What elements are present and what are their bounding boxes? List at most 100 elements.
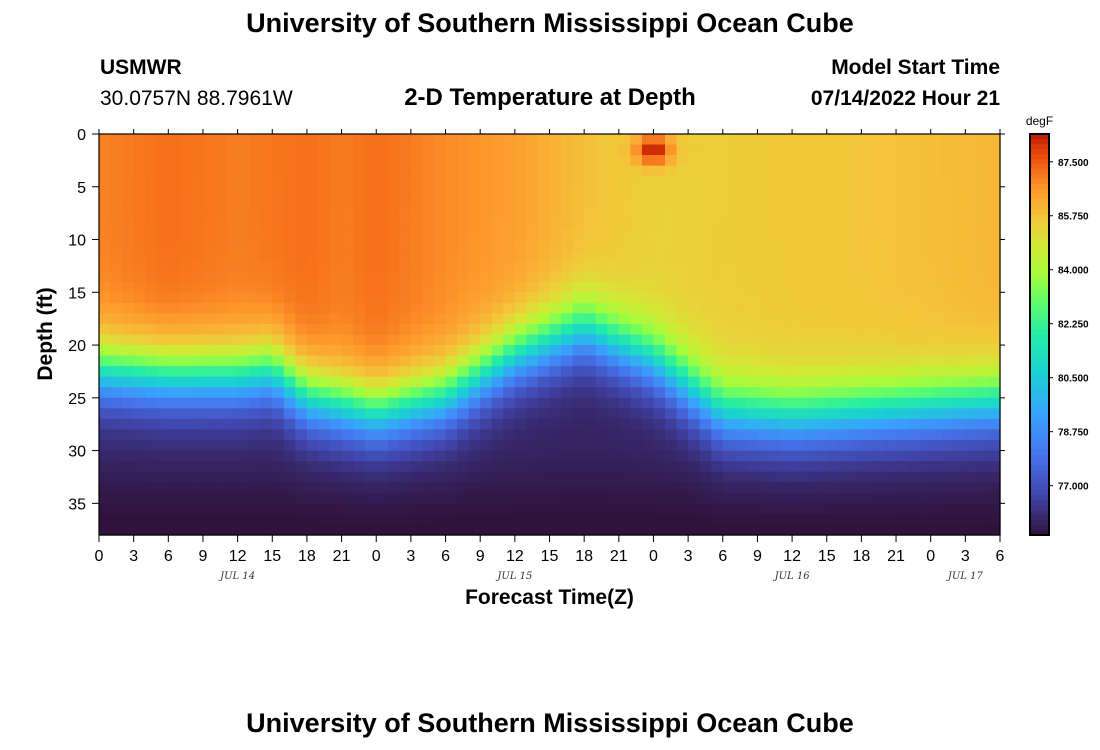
heatmap-cell	[942, 239, 955, 251]
heatmap-cell	[410, 418, 424, 431]
heatmap-cell	[699, 176, 712, 188]
heatmap-cell	[665, 176, 678, 188]
heatmap-cell	[907, 281, 920, 293]
heatmap-cell	[433, 165, 447, 177]
colorbar-segment	[1030, 424, 1049, 431]
heatmap-cell	[480, 387, 493, 399]
heatmap-cell	[514, 345, 527, 357]
heatmap-cell	[930, 513, 943, 526]
heatmap-cell	[537, 387, 551, 399]
heatmap-cell	[191, 524, 204, 536]
heatmap-cell	[757, 197, 770, 209]
heatmap-cell	[734, 366, 747, 378]
heatmap-cell	[133, 408, 146, 420]
heatmap-cell	[410, 218, 424, 230]
heatmap-cell	[699, 366, 712, 378]
heatmap-cell	[919, 471, 932, 483]
heatmap-cell	[526, 461, 539, 473]
heatmap-cell	[226, 186, 239, 198]
heatmap-cell	[884, 482, 897, 494]
heatmap-cell	[110, 271, 123, 283]
heatmap-cell	[884, 408, 897, 420]
y-tick-label: 20	[68, 338, 86, 355]
heatmap-cell	[480, 440, 493, 452]
heatmap-cell	[965, 450, 978, 462]
heatmap-cell	[722, 313, 735, 325]
heatmap-cell	[514, 281, 527, 293]
heatmap-cell	[872, 334, 886, 346]
heatmap-cell	[584, 471, 597, 483]
heatmap-cell	[353, 440, 366, 452]
heatmap-cell	[537, 134, 551, 146]
heatmap-cell	[653, 408, 666, 420]
heatmap-cell	[410, 334, 424, 346]
heatmap-cell	[214, 197, 227, 209]
heatmap-cell	[249, 440, 262, 452]
heatmap-cell	[503, 513, 516, 526]
heatmap-cell	[537, 482, 551, 494]
heatmap-cell	[757, 503, 770, 515]
heatmap-cell	[283, 313, 296, 325]
heatmap-cell	[156, 418, 169, 431]
heatmap-cell	[653, 176, 666, 188]
heatmap-cell	[896, 440, 909, 452]
heatmap-cell	[930, 492, 943, 504]
heatmap-cell	[768, 260, 782, 272]
heatmap-cell	[688, 218, 701, 230]
heatmap-cell	[272, 186, 285, 198]
heatmap-cell	[826, 450, 839, 462]
heatmap-cell	[214, 450, 227, 462]
heatmap-cell	[699, 387, 712, 399]
heatmap-cell	[445, 461, 458, 473]
heatmap-cell	[792, 134, 805, 146]
heatmap-cell	[514, 155, 527, 167]
heatmap-cell	[514, 503, 527, 515]
heatmap-cell	[122, 513, 135, 526]
heatmap-cell	[226, 207, 239, 220]
colorbar-segment	[1030, 434, 1049, 441]
heatmap-cell	[422, 155, 435, 167]
heatmap-cell	[607, 218, 620, 230]
heatmap-cell	[318, 376, 331, 388]
heatmap-cell	[872, 271, 886, 283]
heatmap-cell	[237, 376, 250, 388]
heatmap-cell	[318, 302, 331, 314]
heatmap-cell	[283, 144, 296, 156]
heatmap-cell	[976, 429, 990, 441]
heatmap-cell	[376, 239, 389, 251]
heatmap-cell	[849, 492, 862, 504]
heatmap-cell	[295, 524, 308, 536]
heatmap-cell	[468, 155, 481, 167]
heatmap-cell	[179, 302, 193, 314]
heatmap-cell	[595, 397, 608, 409]
heatmap-cell	[953, 376, 966, 388]
heatmap-cell	[815, 355, 828, 367]
heatmap-cell	[768, 492, 782, 504]
heatmap-cell	[768, 176, 782, 188]
heatmap-cell	[780, 503, 793, 515]
heatmap-cell	[353, 271, 366, 283]
heatmap-cell	[433, 461, 447, 473]
heatmap-cell	[942, 397, 955, 409]
heatmap-cell	[930, 197, 943, 209]
heatmap-cell	[641, 461, 655, 473]
heatmap-cell	[849, 260, 862, 272]
heatmap-cell	[202, 387, 216, 399]
heatmap-cell	[399, 197, 412, 209]
heatmap-cell	[618, 207, 631, 220]
heatmap-cell	[306, 260, 320, 272]
heatmap-cell	[711, 345, 724, 357]
heatmap-cell	[584, 334, 597, 346]
heatmap-cell	[618, 323, 631, 336]
heatmap-cell	[792, 492, 805, 504]
heatmap-cell	[341, 461, 354, 473]
heatmap-cell	[226, 429, 239, 441]
heatmap-cell	[803, 408, 816, 420]
heatmap-cell	[699, 292, 712, 304]
heatmap-cell	[410, 144, 424, 156]
heatmap-cell	[145, 313, 158, 325]
heatmap-cell	[122, 228, 135, 241]
heatmap-cell	[260, 397, 273, 409]
heatmap-cell	[896, 524, 909, 536]
heatmap-cell	[561, 207, 574, 220]
